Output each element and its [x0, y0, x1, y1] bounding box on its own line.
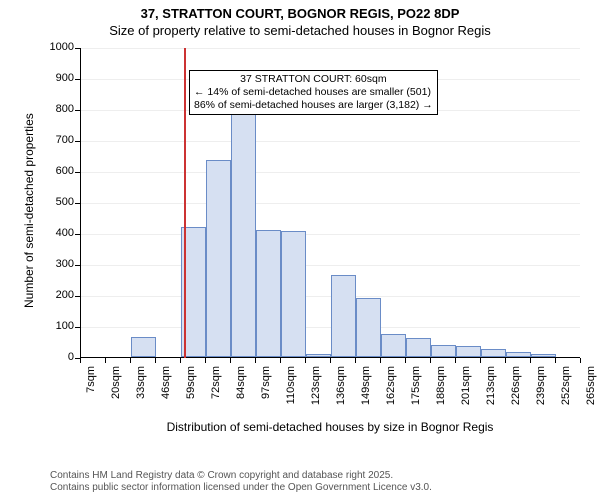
- histogram-bar: [531, 354, 556, 357]
- footer-line1: Contains HM Land Registry data © Crown c…: [50, 470, 432, 482]
- x-tick: [480, 358, 481, 363]
- x-tick-label: 265sqm: [585, 366, 597, 426]
- x-tick: [430, 358, 431, 363]
- x-tick: [405, 358, 406, 363]
- y-tick-label: 1000: [40, 41, 74, 53]
- gridline: [81, 203, 580, 204]
- x-tick: [130, 358, 131, 363]
- gridline: [81, 172, 580, 173]
- x-tick-label: 20sqm: [110, 366, 122, 426]
- x-tick: [255, 358, 256, 363]
- histogram-bar: [306, 354, 331, 357]
- x-tick-label: 136sqm: [335, 366, 347, 426]
- x-tick: [555, 358, 556, 363]
- x-tick: [230, 358, 231, 363]
- y-tick-label: 100: [40, 320, 74, 332]
- histogram-bar: [281, 231, 306, 357]
- annotation-line1: 37 STRATTON COURT: 60sqm: [194, 73, 433, 86]
- x-tick: [580, 358, 581, 363]
- annotation-line2: ← 14% of semi-detached houses are smalle…: [194, 86, 433, 99]
- gridline: [81, 48, 580, 49]
- x-tick: [180, 358, 181, 363]
- title-line2: Size of property relative to semi-detach…: [0, 21, 600, 38]
- histogram-bar: [356, 298, 381, 357]
- y-tick-label: 700: [40, 134, 74, 146]
- x-tick-label: 162sqm: [385, 366, 397, 426]
- histogram-bar: [231, 106, 256, 357]
- x-tick-label: 7sqm: [85, 366, 97, 426]
- marker-line: [184, 48, 186, 358]
- histogram-bar: [431, 345, 456, 357]
- x-tick-label: 239sqm: [535, 366, 547, 426]
- x-tick-label: 213sqm: [485, 366, 497, 426]
- x-tick-label: 149sqm: [360, 366, 372, 426]
- title-line1: 37, STRATTON COURT, BOGNOR REGIS, PO22 8…: [0, 0, 600, 21]
- histogram-bar: [381, 334, 406, 357]
- y-tick-label: 500: [40, 196, 74, 208]
- x-tick: [380, 358, 381, 363]
- x-tick-label: 226sqm: [510, 366, 522, 426]
- y-tick-label: 200: [40, 289, 74, 301]
- footer-line2: Contains public sector information licen…: [50, 482, 432, 494]
- x-tick-label: 175sqm: [410, 366, 422, 426]
- histogram-bar: [206, 160, 231, 357]
- histogram-bar: [131, 337, 156, 357]
- plot-area: 37 STRATTON COURT: 60sqm ← 14% of semi-d…: [80, 48, 580, 358]
- x-tick-label: 97sqm: [260, 366, 272, 426]
- x-tick-label: 188sqm: [435, 366, 447, 426]
- annotation-line3: 86% of semi-detached houses are larger (…: [194, 99, 433, 112]
- x-tick: [80, 358, 81, 363]
- y-axis-title: Number of semi-detached properties: [22, 113, 36, 308]
- chart-container: Number of semi-detached properties 01002…: [50, 48, 580, 388]
- x-tick: [330, 358, 331, 363]
- x-tick: [455, 358, 456, 363]
- y-tick-label: 600: [40, 165, 74, 177]
- x-tick-label: 84sqm: [235, 366, 247, 426]
- gridline: [81, 234, 580, 235]
- x-tick-label: 252sqm: [560, 366, 572, 426]
- x-tick: [155, 358, 156, 363]
- histogram-bar: [406, 338, 431, 357]
- x-tick: [305, 358, 306, 363]
- histogram-bar: [256, 230, 281, 357]
- histogram-bar: [456, 346, 481, 357]
- x-tick-label: 33sqm: [135, 366, 147, 426]
- annotation-box: 37 STRATTON COURT: 60sqm ← 14% of semi-d…: [189, 70, 438, 115]
- x-tick: [280, 358, 281, 363]
- x-tick-label: 110sqm: [285, 366, 297, 426]
- x-tick: [105, 358, 106, 363]
- x-tick: [205, 358, 206, 363]
- x-tick-label: 123sqm: [310, 366, 322, 426]
- gridline: [81, 265, 580, 266]
- x-tick: [355, 358, 356, 363]
- footer: Contains HM Land Registry data © Crown c…: [50, 470, 432, 494]
- y-tick-label: 400: [40, 227, 74, 239]
- gridline: [81, 141, 580, 142]
- y-tick-label: 900: [40, 72, 74, 84]
- y-tick-label: 0: [40, 351, 74, 363]
- x-axis-title: Distribution of semi-detached houses by …: [80, 420, 580, 434]
- x-tick: [530, 358, 531, 363]
- x-tick-label: 59sqm: [185, 366, 197, 426]
- y-tick-label: 300: [40, 258, 74, 270]
- x-tick-label: 72sqm: [210, 366, 222, 426]
- histogram-bar: [506, 352, 531, 357]
- x-tick-label: 201sqm: [460, 366, 472, 426]
- histogram-bar: [331, 275, 356, 357]
- x-tick: [505, 358, 506, 363]
- x-tick-label: 46sqm: [160, 366, 172, 426]
- histogram-bar: [481, 349, 506, 357]
- y-tick-label: 800: [40, 103, 74, 115]
